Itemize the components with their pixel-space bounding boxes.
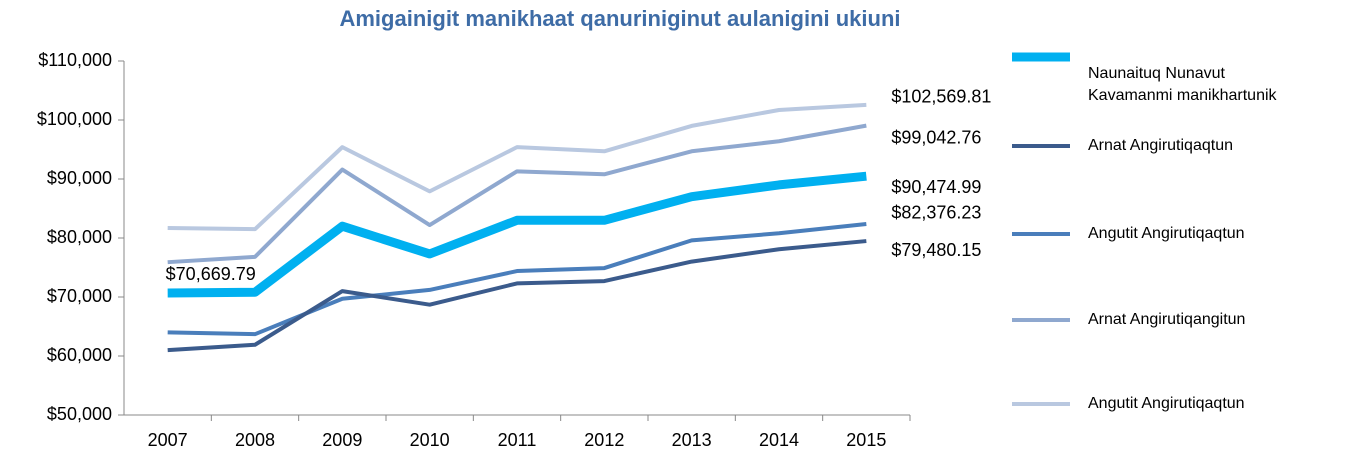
data-label: $90,474.99 (891, 177, 981, 197)
data-label: $79,480.15 (891, 240, 981, 260)
legend-label: Naunaituq Nunavut Kavamanmi manikhartuni… (1088, 65, 1277, 104)
legend-label: Angutit Angirutiqaqtun (1088, 395, 1245, 412)
y-tick-label: $90,000 (47, 168, 112, 188)
legend-label: Arnat Angirutiqaqtun (1088, 137, 1233, 154)
series-line (167, 239, 867, 353)
legend-label: Angutit Angirutiqaqtun (1088, 225, 1245, 242)
x-tick-label: 2011 (498, 430, 537, 450)
y-tick-label: $110,000 (38, 50, 112, 70)
x-tick-label: 2009 (322, 430, 362, 450)
legend-label: Arnat Angirutiqangitun (1088, 311, 1246, 328)
data-label: $82,376.23 (891, 203, 981, 223)
y-tick-label: $80,000 (47, 227, 112, 247)
x-tick-label: 2014 (759, 430, 799, 450)
series-line (167, 171, 867, 298)
x-tick-label: 2013 (672, 430, 712, 450)
y-tick-label: $100,000 (37, 109, 112, 129)
series-line (167, 123, 867, 265)
chart-title: Amigainigit manikhaat qanuriniginut aula… (339, 6, 900, 31)
y-tick-label: $70,000 (47, 286, 112, 306)
series-line (167, 221, 867, 337)
x-tick-label: 2007 (148, 430, 188, 450)
x-tick-label: 2010 (410, 430, 450, 450)
data-label: $70,669.79 (166, 264, 256, 284)
series-line (167, 102, 867, 232)
x-tick-label: 2012 (584, 430, 624, 450)
data-label: $99,042.76 (891, 127, 981, 147)
x-tick-label: 2015 (846, 430, 886, 450)
y-tick-label: $60,000 (47, 345, 112, 365)
x-tick-label: 2008 (235, 430, 275, 450)
data-label: $102,569.81 (891, 87, 991, 107)
y-tick-label: $50,000 (47, 404, 112, 424)
